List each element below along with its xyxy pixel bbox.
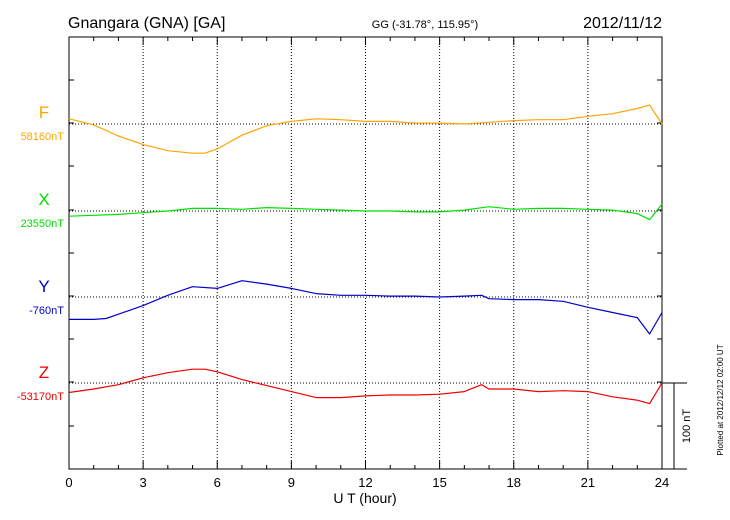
x-tick-label: 21 <box>581 475 595 490</box>
series-line-f <box>68 104 663 154</box>
x-tick-label: 0 <box>65 475 72 490</box>
series-name-label: X <box>38 190 49 209</box>
scale-bar-label: 100 nT <box>681 409 693 444</box>
series-lines <box>68 104 663 405</box>
grid-lines <box>69 37 662 469</box>
series-line-z <box>68 368 663 405</box>
plot-date: 2012/11/12 <box>583 15 662 32</box>
series-name-label: Z <box>39 363 49 382</box>
series-name-label: F <box>39 103 49 122</box>
series-baseline-label: 58160nT <box>21 131 65 143</box>
series-line-x <box>68 203 663 221</box>
series-line-y <box>69 280 663 335</box>
x-tick-label: 9 <box>288 475 295 490</box>
scale-bar: 100 nT <box>662 382 693 470</box>
series-baseline-label: -760nT <box>29 305 64 317</box>
x-tick-label: 24 <box>655 475 669 490</box>
x-tick-labels: 0 3 6 9 12 15 18 21 24 <box>65 475 669 490</box>
station-title: Gnangara (GNA) [GA] <box>68 15 225 32</box>
x-tick-label: 18 <box>507 475 521 490</box>
series-baseline-label: 23550nT <box>21 218 65 230</box>
station-coordinates: GG (-31.78°, 115.95°) <box>372 19 478 31</box>
x-axis-label: U T (hour) <box>333 490 396 506</box>
x-tick-label: 3 <box>140 475 147 490</box>
series-name-label: Y <box>38 277 49 296</box>
x-tick-label: 6 <box>214 475 221 490</box>
axis-ticks <box>68 37 663 470</box>
x-tick-label: 12 <box>358 475 372 490</box>
plotted-timestamp: Plotted at 2012/12/12 02:00 UT <box>716 344 725 455</box>
series-baseline-label: -53170nT <box>17 391 64 403</box>
series-labels: F 58160nT X 23550nT Y -760nT Z -53170nT <box>17 103 64 403</box>
x-tick-label: 15 <box>432 475 446 490</box>
